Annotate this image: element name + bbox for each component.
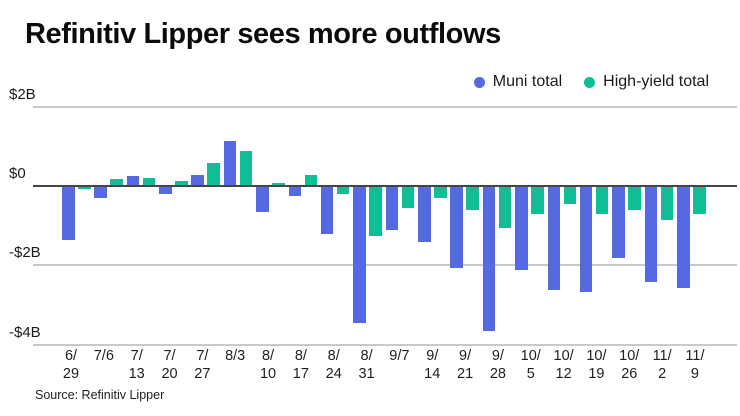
bar-muni [482, 186, 496, 332]
bar-high-yield [693, 186, 706, 215]
bar-high-yield [142, 177, 156, 185]
legend-label-high-yield: High-yield total [603, 73, 709, 90]
bar-high-yield [595, 186, 609, 215]
bar-muni [288, 186, 302, 197]
bar-muni [547, 186, 561, 290]
zero-line [33, 185, 737, 187]
bar-muni [579, 186, 593, 292]
bar-high-yield [175, 181, 188, 185]
bar-muni [418, 186, 431, 243]
x-axis-label: 8/24 [325, 348, 342, 382]
x-axis-label: 11/2 [652, 348, 672, 382]
legend-item-muni: Muni total [473, 73, 563, 91]
x-axis-label: 7/27 [194, 348, 211, 382]
y-axis-tick-label: $2B [9, 85, 36, 103]
x-axis-label: 8/10 [259, 348, 277, 382]
bar-high-yield [466, 186, 479, 211]
x-axis-label: 7/13 [128, 348, 145, 382]
gridline [33, 343, 737, 346]
bar-muni [223, 141, 237, 185]
bar-high-yield [207, 163, 220, 185]
bar-high-yield [110, 179, 123, 185]
y-axis-tick-label: -$4B [9, 323, 41, 341]
x-axis-label: 10/26 [619, 348, 640, 382]
x-axis-label: 10/12 [553, 348, 574, 382]
gridline [33, 264, 737, 267]
bar-muni [612, 186, 625, 258]
legend-item-high-yield: High-yield total [584, 73, 709, 91]
chart-title: Refinitiv Lipper sees more outflows [25, 18, 501, 50]
source-note: Source: Refinitiv Lipper [35, 388, 165, 402]
x-axis-label: 7/20 [161, 348, 178, 382]
bar-muni [191, 175, 204, 185]
bar-high-yield [401, 186, 415, 209]
x-axis-label: 11/9 [685, 348, 705, 382]
x-axis-label: 10/5 [520, 348, 541, 382]
bar-muni [515, 186, 528, 270]
x-axis-label: 8/31 [358, 348, 375, 382]
bar-muni [126, 175, 140, 185]
bar-high-yield [78, 186, 91, 189]
bar-muni [353, 186, 366, 324]
bar-muni [385, 186, 399, 231]
bar-muni [159, 186, 172, 195]
bar-high-yield [498, 186, 512, 229]
bar-muni [320, 186, 334, 235]
x-axis-label: 10/19 [586, 348, 607, 382]
bar-muni [62, 186, 75, 241]
bar-muni [450, 186, 463, 268]
x-axis-label: 7/6 [93, 348, 114, 364]
x-axis-label: 8/17 [292, 348, 309, 382]
bar-high-yield [369, 186, 382, 237]
bar-high-yield [660, 186, 674, 221]
bar-muni [644, 186, 658, 282]
x-axis-label: 9/14 [424, 348, 441, 382]
bar-high-yield [272, 183, 285, 185]
bar-muni [256, 186, 269, 213]
legend-dot-high-yield-icon [584, 76, 596, 88]
bar-muni [94, 186, 107, 199]
legend-label-muni: Muni total [492, 73, 563, 90]
bar-high-yield [434, 186, 447, 199]
bar-muni [677, 186, 690, 288]
x-axis-label: 9/7 [389, 348, 410, 364]
gridline [33, 105, 737, 108]
x-axis-label: 8/3 [225, 348, 246, 364]
bar-high-yield [628, 186, 641, 211]
x-axis-label: 6/29 [62, 348, 80, 382]
bar-high-yield [304, 175, 318, 185]
bar-high-yield [531, 186, 544, 215]
legend-dot-muni-icon [473, 76, 485, 88]
x-axis-label: 9/21 [457, 348, 474, 382]
bar-high-yield [239, 151, 253, 185]
bar-high-yield [336, 186, 350, 195]
y-axis-tick-label: -$2B [9, 244, 41, 262]
x-axis-label: 9/28 [489, 348, 506, 382]
bar-high-yield [563, 186, 577, 205]
y-axis-tick-label: $0 [9, 165, 26, 182]
legend: Muni total High-yield total [473, 73, 709, 91]
